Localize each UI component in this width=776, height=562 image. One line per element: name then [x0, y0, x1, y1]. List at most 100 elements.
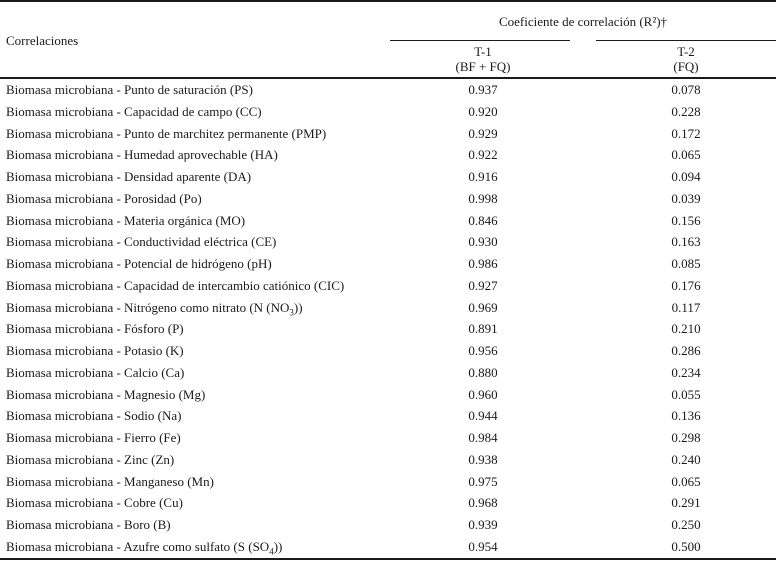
row-value-t2: 0.085 [671, 256, 701, 271]
row-label-text: Biomasa microbiana - Materia orgánica (M… [6, 212, 246, 228]
table-row: Biomasa microbiana - Porosidad (Po) 0.998… [0, 188, 776, 210]
row-label-text: Biomasa microbiana - Fósforo (P) [6, 321, 184, 337]
row-label: Biomasa microbiana - Sodio (Na) [6, 405, 181, 427]
row-label-suffix: )) [293, 299, 303, 315]
row-value-t1: 0.969 [468, 299, 498, 315]
row-label-subscript: 3 [289, 307, 294, 318]
table-row: Biomasa microbiana - Calcio (Ca) 0.880 0.2… [0, 362, 776, 384]
table-row: Biomasa microbiana - Nitrógeno como nitr… [0, 297, 776, 319]
row-value-t1: 0.984 [468, 430, 498, 445]
table-row: Biomasa microbiana - Fierro (Fe) 0.984 0.2… [0, 427, 776, 449]
row-value-t1: 0.954 [468, 538, 498, 554]
row-value-t1: 0.920 [468, 103, 498, 119]
row-label: Biomasa microbiana - Conductividad eléct… [6, 231, 276, 253]
row-value-t2: 0.286 [671, 343, 701, 358]
row-value-t2: 0.078 [671, 82, 701, 97]
column-header-t1-sub: (BF + FQ) [455, 59, 511, 74]
table-row: Biomasa microbiana - Cobre (Cu) 0.968 0.29… [0, 492, 776, 514]
row-label-text: Biomasa microbiana - Zinc (Zn) [6, 451, 175, 467]
row-label: Biomasa microbiana - Densidad aparente (… [6, 166, 251, 188]
row-label-text: Biomasa microbiana - Nitrógeno como nitr… [6, 299, 290, 315]
group-rule-t2 [596, 40, 776, 41]
table-row: Biomasa microbiana - Densidad aparente (… [0, 166, 776, 188]
row-label: Biomasa microbiana - Boro (B) [6, 514, 171, 536]
row-label-text: Biomasa microbiana - Fierro (Fe) [6, 430, 181, 445]
row-label-text: Biomasa microbiana - Manganeso (Mn) [6, 473, 214, 489]
row-value-t1: 0.891 [468, 321, 498, 337]
row-value-t2: 0.039 [671, 190, 701, 206]
table-row: Biomasa microbiana - Azufre como sulfato… [0, 536, 776, 558]
row-label: Biomasa microbiana - Calcio (Ca) [6, 362, 184, 384]
row-value-t1: 0.960 [468, 386, 498, 402]
group-rule-t1 [390, 40, 570, 41]
row-value-t1: 0.944 [468, 408, 498, 424]
row-label-text: Biomasa microbiana - Densidad aparente (… [6, 169, 252, 184]
row-value-t1: 0.930 [468, 234, 498, 250]
row-label-text: Biomasa microbiana - Calcio (Ca) [6, 364, 185, 380]
row-value-t2: 0.234 [671, 364, 701, 380]
row-label-text: Biomasa microbiana - Humedad aprovechabl… [6, 147, 278, 163]
table-row: Biomasa microbiana - Capacidad de campo … [0, 101, 776, 123]
row-value-t1: 0.968 [468, 495, 498, 511]
row-label: Biomasa microbiana - Materia orgánica (M… [6, 210, 245, 232]
row-label-text: Biomasa microbiana - Potasio (K) [6, 343, 184, 358]
row-label-text: Biomasa microbiana - Azufre como sulfato… [6, 538, 270, 554]
row-label: Biomasa microbiana - Potasio (K) [6, 340, 184, 362]
table-row: Biomasa microbiana - Zinc (Zn) 0.938 0.240 [0, 449, 776, 471]
row-value-t2: 0.250 [671, 517, 701, 532]
row-value-t2: 0.210 [671, 321, 701, 337]
row-label-text: Biomasa microbiana - Conductividad eléct… [6, 234, 277, 250]
row-label-text: Biomasa microbiana - Punto de saturación… [6, 82, 253, 97]
row-label: Biomasa microbiana - Manganeso (Mn) [6, 471, 214, 493]
row-value-t2: 0.228 [671, 103, 701, 119]
row-label: Biomasa microbiana - Zinc (Zn) [6, 449, 174, 471]
row-label-text: Biomasa microbiana - Porosidad (Po) [6, 190, 202, 206]
row-label-suffix: )) [273, 538, 283, 554]
table-row: Biomasa microbiana - Punto de marchitez … [0, 123, 776, 145]
table-row: Biomasa microbiana - Manganeso (Mn) 0.975… [0, 471, 776, 493]
row-value-t2: 0.156 [671, 212, 701, 228]
row-label: Biomasa microbiana - Punto de marchitez … [6, 123, 326, 145]
row-value-t1: 0.986 [468, 256, 498, 271]
table-row: Biomasa microbiana - Materia orgánica (M… [0, 210, 776, 232]
row-label: Biomasa microbiana - Porosidad (Po) [6, 188, 202, 210]
row-label-text: Biomasa microbiana - Sodio (Na) [6, 408, 182, 424]
row-value-t2: 0.176 [671, 277, 701, 293]
row-label: Biomasa microbiana - Fósforo (P) [6, 318, 184, 340]
row-value-t2: 0.117 [671, 299, 701, 315]
table-body: Biomasa microbiana - Punto de saturación… [0, 79, 776, 558]
row-value-t2: 0.055 [671, 386, 701, 402]
row-label-text: Biomasa microbiana - Capacidad de campo … [6, 103, 262, 119]
row-label: Biomasa microbiana - Azufre como sulfato… [6, 536, 282, 558]
row-label-text: Biomasa microbiana - Magnesio (Mg) [6, 386, 206, 402]
row-value-t1: 0.975 [468, 473, 498, 489]
row-label-text: Biomasa microbiana - Cobre (Cu) [6, 495, 183, 511]
row-label-text: Biomasa microbiana - Capacidad de interc… [6, 277, 345, 293]
row-value-t2: 0.291 [671, 495, 701, 511]
table-row: Biomasa microbiana - Capacidad de interc… [0, 275, 776, 297]
row-value-t2: 0.065 [671, 473, 701, 489]
row-value-t1: 0.998 [468, 190, 498, 206]
row-label: Biomasa microbiana - Capacidad de campo … [6, 101, 262, 123]
column-header-t1: T-1 [474, 44, 492, 59]
row-value-t1: 0.922 [468, 147, 498, 163]
table-row: Biomasa microbiana - Conductividad eléct… [0, 231, 776, 253]
row-value-t1: 0.937 [468, 82, 498, 97]
row-label: Biomasa microbiana - Punto de saturación… [6, 79, 253, 101]
row-label-text: Biomasa microbiana - Punto de marchitez … [6, 125, 327, 141]
table-row: Biomasa microbiana - Boro (B) 0.939 0.250 [0, 514, 776, 536]
header-rule [0, 77, 776, 79]
row-label: Biomasa microbiana - Magnesio (Mg) [6, 384, 205, 406]
table-row: Biomasa microbiana - Punto de saturación… [0, 79, 776, 101]
row-value-t2: 0.240 [671, 451, 701, 467]
table-row: Biomasa microbiana - Humedad aprovechabl… [0, 144, 776, 166]
column-header-t2: T-2 [677, 44, 695, 59]
row-value-t1: 0.880 [468, 364, 498, 380]
row-value-t2: 0.500 [671, 538, 701, 554]
table-row: Biomasa microbiana - Magnesio (Mg) 0.960 0… [0, 384, 776, 406]
row-value-t1: 0.916 [468, 169, 498, 184]
row-label-text: Biomasa microbiana - Potencial de hidróg… [6, 256, 272, 271]
group-header-coeficiente: Coeficiente de correlación (R²)† [498, 14, 668, 29]
row-label: Biomasa microbiana - Fierro (Fe) [6, 427, 181, 449]
row-value-t1: 0.956 [468, 343, 498, 358]
